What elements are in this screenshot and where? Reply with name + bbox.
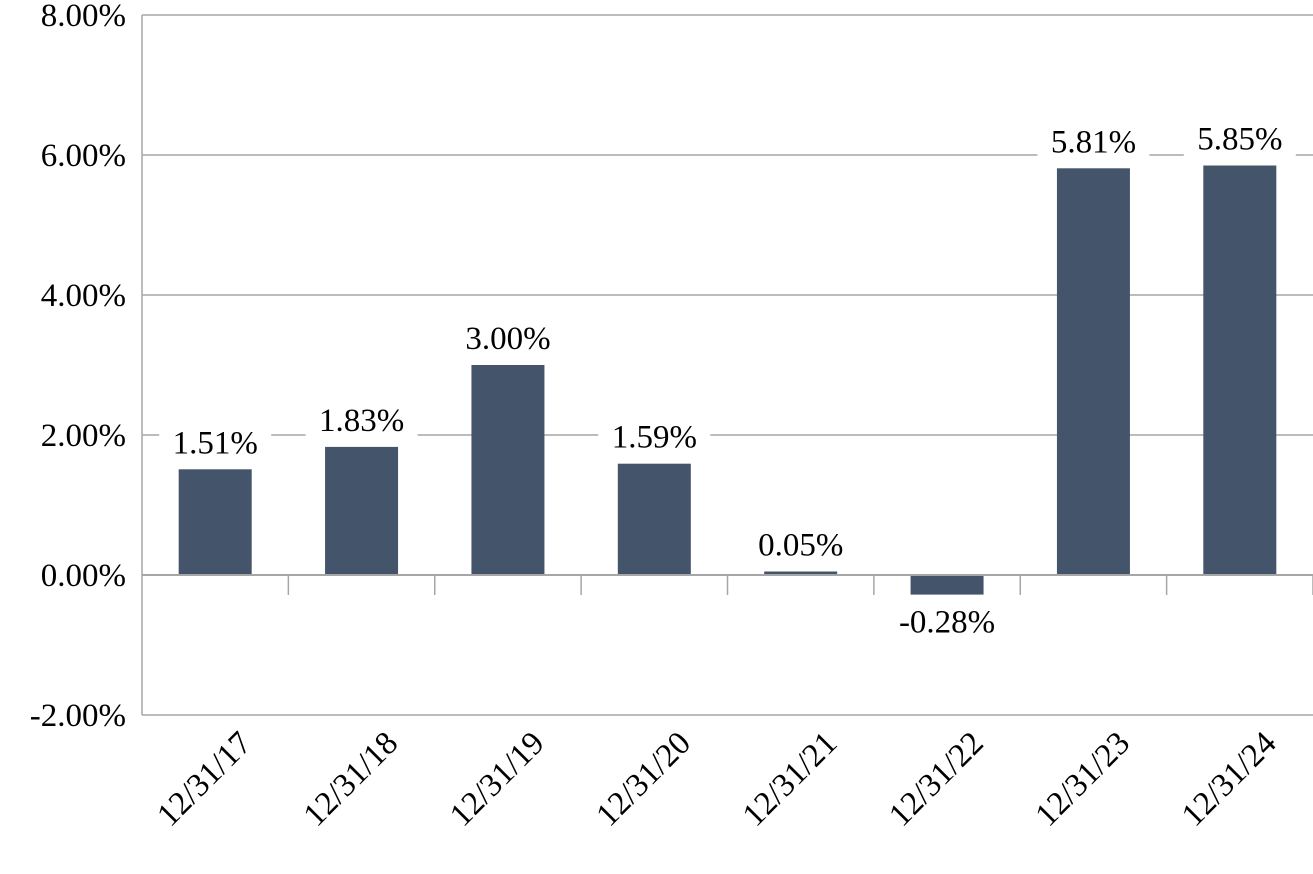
x-category-label: 12/31/24 xyxy=(1175,725,1283,833)
data-labels: 1.51% 1.83% 3.00% 1.59% 0.05% -0.28% 5.81% 5.85… xyxy=(159,122,1296,641)
axes xyxy=(141,15,1313,715)
x-category-label: 12/31/17 xyxy=(150,725,258,833)
y-tick-label: 2.00% xyxy=(41,418,126,454)
y-tick-label: 8.00% xyxy=(41,0,126,34)
data-label-background xyxy=(891,605,1004,640)
bars xyxy=(178,165,1277,595)
y-axis-tick-labels: -2.00% 0.00% 2.00% 4.00% 6.00% 8.00% xyxy=(30,0,126,734)
data-label-background xyxy=(159,426,272,461)
x-category-label: 12/31/18 xyxy=(297,725,405,833)
y-tick-label: 0.00% xyxy=(41,558,126,594)
data-label: 5.81% xyxy=(1051,124,1136,160)
bar-12-31-22 xyxy=(910,575,984,595)
data-label: 1.51% xyxy=(173,425,258,461)
x-category-label: 12/31/21 xyxy=(736,725,844,833)
bar-12-31-19 xyxy=(471,365,545,575)
data-label: 0.05% xyxy=(758,528,843,564)
data-label-background xyxy=(744,528,857,563)
x-category-label: 12/31/22 xyxy=(882,725,990,833)
x-category-label: 12/31/23 xyxy=(1029,725,1137,833)
x-category-label: 12/31/20 xyxy=(590,725,698,833)
y-tick-label: -2.00% xyxy=(30,698,126,734)
bar-12-31-18 xyxy=(325,446,399,575)
bar-12-31-24 xyxy=(1203,165,1277,575)
y-tick-label: 4.00% xyxy=(41,278,126,314)
data-label-background xyxy=(451,322,564,356)
bar-12-31-20 xyxy=(617,463,691,575)
data-label: 3.00% xyxy=(465,321,550,357)
bar-12-31-23 xyxy=(1056,168,1130,576)
x-category-label: 12/31/19 xyxy=(443,725,551,833)
data-label: 1.83% xyxy=(319,403,404,439)
data-label: 1.59% xyxy=(612,420,697,456)
y-tick-label: 6.00% xyxy=(41,138,126,174)
data-label-background xyxy=(1183,122,1296,157)
bar-12-31-21 xyxy=(764,571,838,575)
data-label: -0.28% xyxy=(899,605,995,641)
x-axis-category-labels: 12/31/17 12/31/18 12/31/19 12/31/20 12/31/21… xyxy=(150,725,1283,833)
data-label-background xyxy=(1037,125,1150,160)
bar-12-31-17 xyxy=(178,469,252,575)
gridlines xyxy=(142,14,1313,716)
data-label: 5.85% xyxy=(1197,122,1282,158)
data-label-background xyxy=(305,403,418,438)
data-label-background xyxy=(598,420,711,455)
